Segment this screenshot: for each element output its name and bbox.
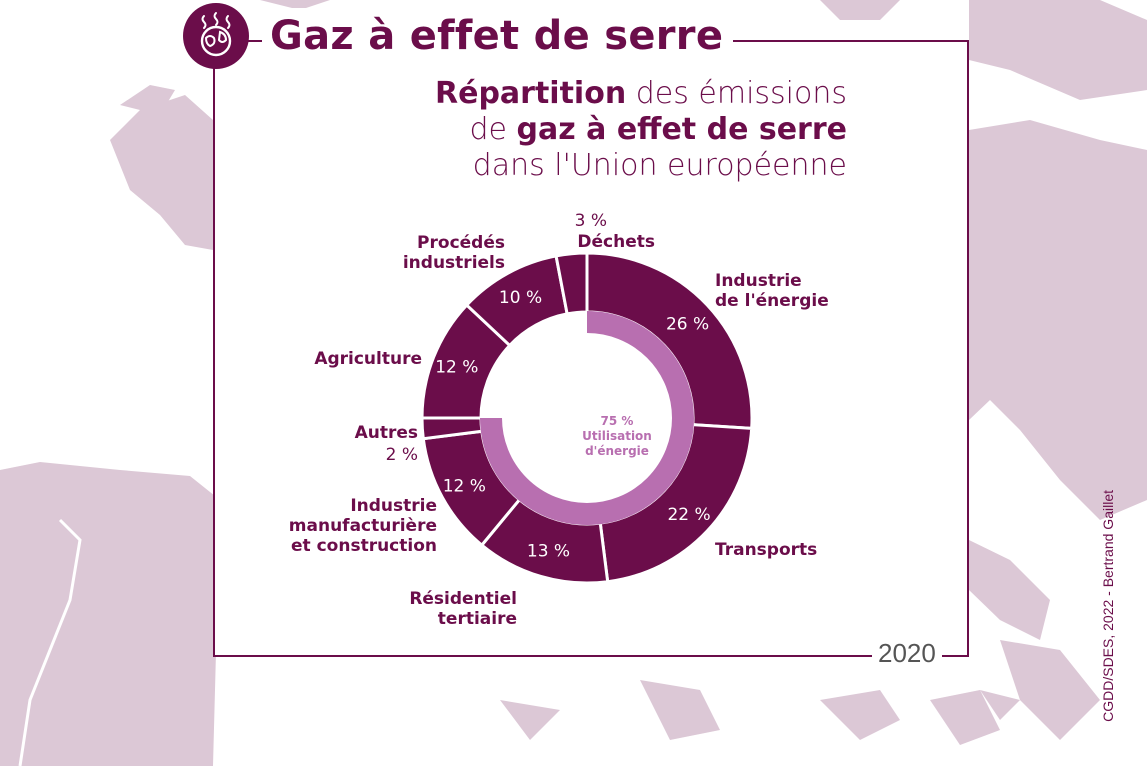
slice-label-transports: Transports bbox=[715, 540, 817, 560]
slice-value-procedes-industriels: 10 % bbox=[499, 288, 542, 308]
subtitle-line-3: dans l'Union européenne bbox=[472, 148, 847, 183]
slice-value-industrie-de-l-energie: 26 % bbox=[666, 315, 709, 335]
inner-ring-label: 75 % Utilisation d'énergie bbox=[582, 414, 652, 458]
slice-label-procedes-industriels: Procédés industriels bbox=[403, 233, 505, 273]
main-title: Gaz à effet de serre bbox=[262, 8, 734, 64]
credit-text: CGDD/SDES, 2022 - Bertrand Gaillet bbox=[1100, 490, 1116, 722]
subtitle-bold-1: Répartition bbox=[435, 76, 627, 111]
title-badge bbox=[183, 3, 249, 69]
subtitle-pre-2: de bbox=[469, 112, 517, 147]
slice-value-transports: 22 % bbox=[667, 505, 710, 525]
slice-value-residentiel-tertiaire: 13 % bbox=[527, 542, 570, 562]
year-label: 2020 bbox=[872, 638, 942, 668]
chart-subtitle: Répartition des émissions de gaz à effet… bbox=[435, 76, 847, 184]
slice-value-autres: 2 % bbox=[386, 445, 418, 465]
slice-value-industrie-manufacturiere-et-construction: 12 % bbox=[443, 476, 486, 496]
slice-label-agriculture: Agriculture bbox=[314, 349, 422, 369]
subtitle-rest-1: des émissions bbox=[626, 76, 847, 111]
slice-value-dechets: 3 % bbox=[575, 211, 607, 231]
inner-ring-energy bbox=[480, 311, 694, 525]
slice-value-agriculture: 12 % bbox=[435, 357, 478, 377]
slice-label-residentiel-tertiaire: Résidentiel tertiaire bbox=[409, 589, 517, 629]
subtitle-bold-2: gaz à effet de serre bbox=[516, 112, 848, 147]
slice-label-industrie-de-l-energie: Industrie de l'énergie bbox=[715, 271, 829, 311]
slice-label-industrie-manufacturiere-et-construction: Industrie manufacturière et construction bbox=[289, 496, 437, 556]
slice-label-dechets: Déchets bbox=[577, 232, 655, 252]
globe-heat-icon bbox=[200, 12, 232, 57]
slice-label-autres: Autres bbox=[355, 423, 418, 443]
